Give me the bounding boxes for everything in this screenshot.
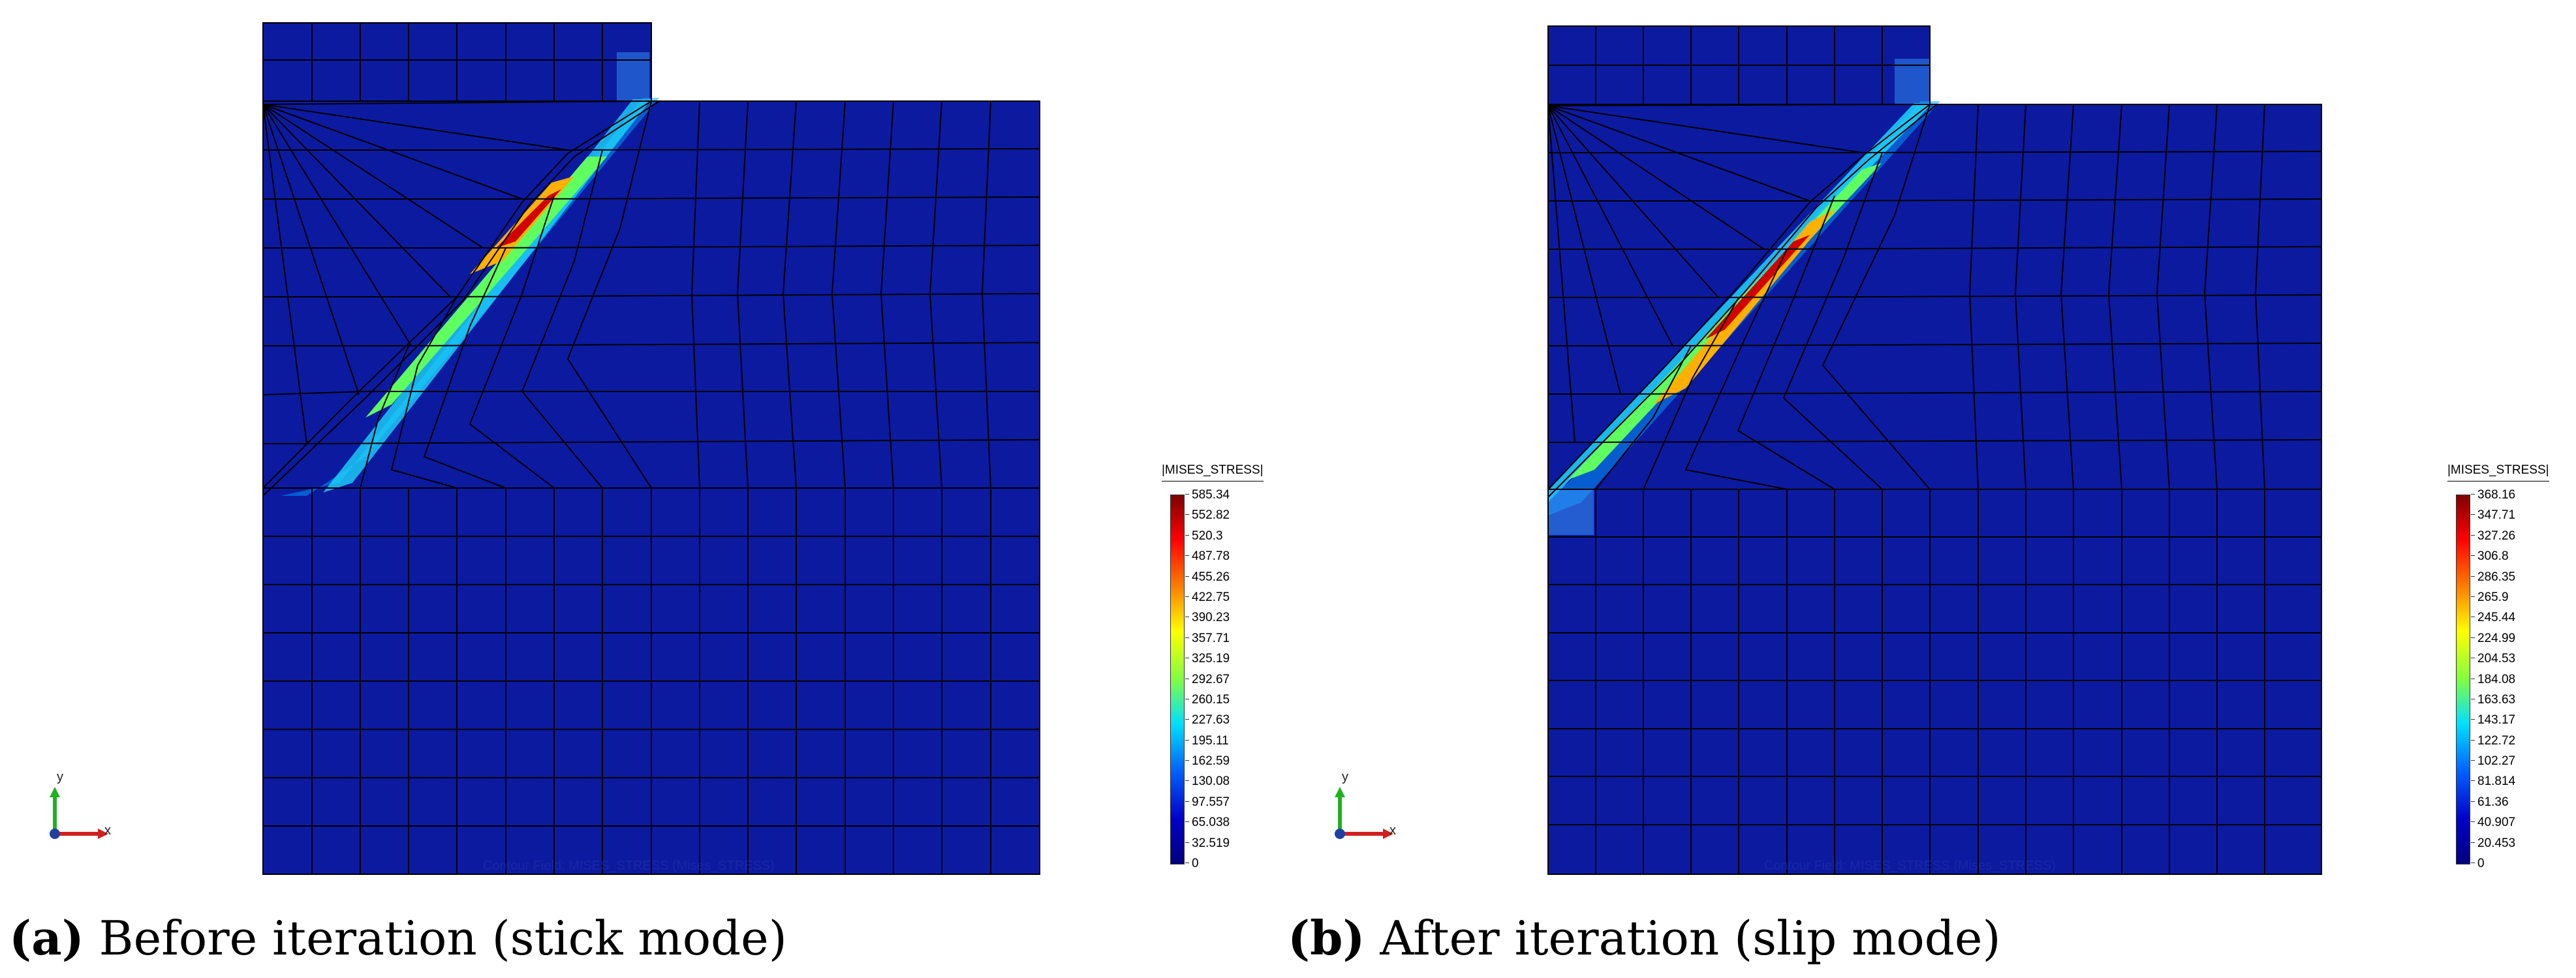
legend-tick-b: 327.26 xyxy=(2470,528,2516,543)
caption-tag-b: (b) xyxy=(1288,910,1365,966)
legend-title-b: |MISES_STRESS| xyxy=(2447,463,2549,481)
caption-text-a: Before iteration (stick mode) xyxy=(84,911,787,966)
caption-b: (b) After iteration (slip mode) xyxy=(1288,910,2001,966)
axis-y-label-b: y xyxy=(1342,770,1348,784)
shear-band-peak-a xyxy=(496,189,561,248)
colorbar-a xyxy=(1170,495,1185,864)
colorbar-b xyxy=(2456,495,2470,864)
legend-tick-a: 227.63 xyxy=(1185,713,1230,727)
legend-tick-a: 357.71 xyxy=(1185,631,1230,645)
mesh-plot-b xyxy=(1335,25,2322,875)
mesh-plot-a xyxy=(50,22,1040,875)
legend-tick-a: 162.59 xyxy=(1185,754,1230,769)
legend-tick-b: 368.16 xyxy=(2470,488,2516,502)
legend-tick-b: 163.63 xyxy=(2470,692,2516,707)
legend-tick-a: 260.15 xyxy=(1185,692,1230,707)
legend-tick-a: 32.519 xyxy=(1185,836,1230,850)
contour-footer-b: Contour Field: MISES_STRESS (Mises_STRES… xyxy=(1764,859,2056,873)
mesh-lines-a xyxy=(262,22,1040,875)
legend-tick-b: 143.17 xyxy=(2470,713,2516,727)
legend-tick-b: 184.08 xyxy=(2470,672,2516,686)
panel-a: y x Contour Field: MISES_STRESS (Mises_S… xyxy=(9,22,1264,966)
legend-tick-b: 0 xyxy=(2471,857,2485,870)
legend-tick-a: 0 xyxy=(1185,857,1199,870)
legend-tick-a: 130.08 xyxy=(1185,774,1230,789)
legend-tick-a: 585.34 xyxy=(1185,488,1230,502)
legend-tick-a: 552.82 xyxy=(1185,508,1230,523)
axis-triad-b xyxy=(1335,787,1393,839)
caption-text-b: After iteration (slip mode) xyxy=(1365,911,2001,966)
panel-b: y x Contour Field: MISES_STRESS (Mises_S… xyxy=(1288,0,2575,978)
legend-tick-a: 97.557 xyxy=(1185,795,1230,809)
corner-hotspot-b-bottom xyxy=(1548,489,1594,535)
axis-y-label-a: y xyxy=(57,770,63,784)
legend-tick-a: 195.11 xyxy=(1185,733,1229,748)
legend-tick-b: 40.907 xyxy=(2470,816,2516,830)
legend-tick-a: 325.19 xyxy=(1185,652,1230,666)
legend-tick-b: 122.72 xyxy=(2470,733,2516,748)
mesh-lines-b xyxy=(1547,25,2322,875)
legend-tick-a: 390.23 xyxy=(1185,611,1230,625)
axis-triad-a xyxy=(50,787,108,839)
legend-tick-b: 265.9 xyxy=(2471,590,2509,604)
legend-tick-a: 520.3 xyxy=(1185,528,1223,543)
legend-tick-b: 102.27 xyxy=(2470,754,2516,769)
axis-x-label-b: x xyxy=(1389,823,1396,838)
axis-x-label-a: x xyxy=(104,823,111,838)
legend-tick-b: 245.44 xyxy=(2470,611,2516,625)
legend-tick-b: 204.53 xyxy=(2470,652,2516,666)
legend-tick-b: 286.35 xyxy=(2470,570,2516,584)
caption-tag-a: (a) xyxy=(9,910,84,966)
legend-tick-b: 347.71 xyxy=(2470,508,2516,523)
legend-tick-b: 61.36 xyxy=(2471,795,2509,809)
legend-tick-b: 224.99 xyxy=(2470,631,2516,645)
legend-title-a: |MISES_STRESS| xyxy=(1162,463,1264,481)
corner-hotspot-b-top xyxy=(1895,59,1931,104)
contour-footer-a: Contour Field: MISES_STRESS (Mises_STRES… xyxy=(483,859,775,873)
legend-tick-a: 422.75 xyxy=(1185,590,1230,604)
legend-tick-a: 65.038 xyxy=(1185,816,1230,830)
shear-band-peak-b xyxy=(1705,235,1810,339)
legend-tick-a: 455.26 xyxy=(1185,570,1230,584)
legend-tick-b: 306.8 xyxy=(2471,549,2509,564)
legend-tick-b: 20.453 xyxy=(2470,836,2516,850)
legend-tick-a: 292.67 xyxy=(1185,672,1230,686)
legend-tick-a: 487.78 xyxy=(1185,549,1230,564)
legend-tick-b: 81.814 xyxy=(2470,774,2516,789)
caption-a: (a) Before iteration (stick mode) xyxy=(9,910,787,966)
